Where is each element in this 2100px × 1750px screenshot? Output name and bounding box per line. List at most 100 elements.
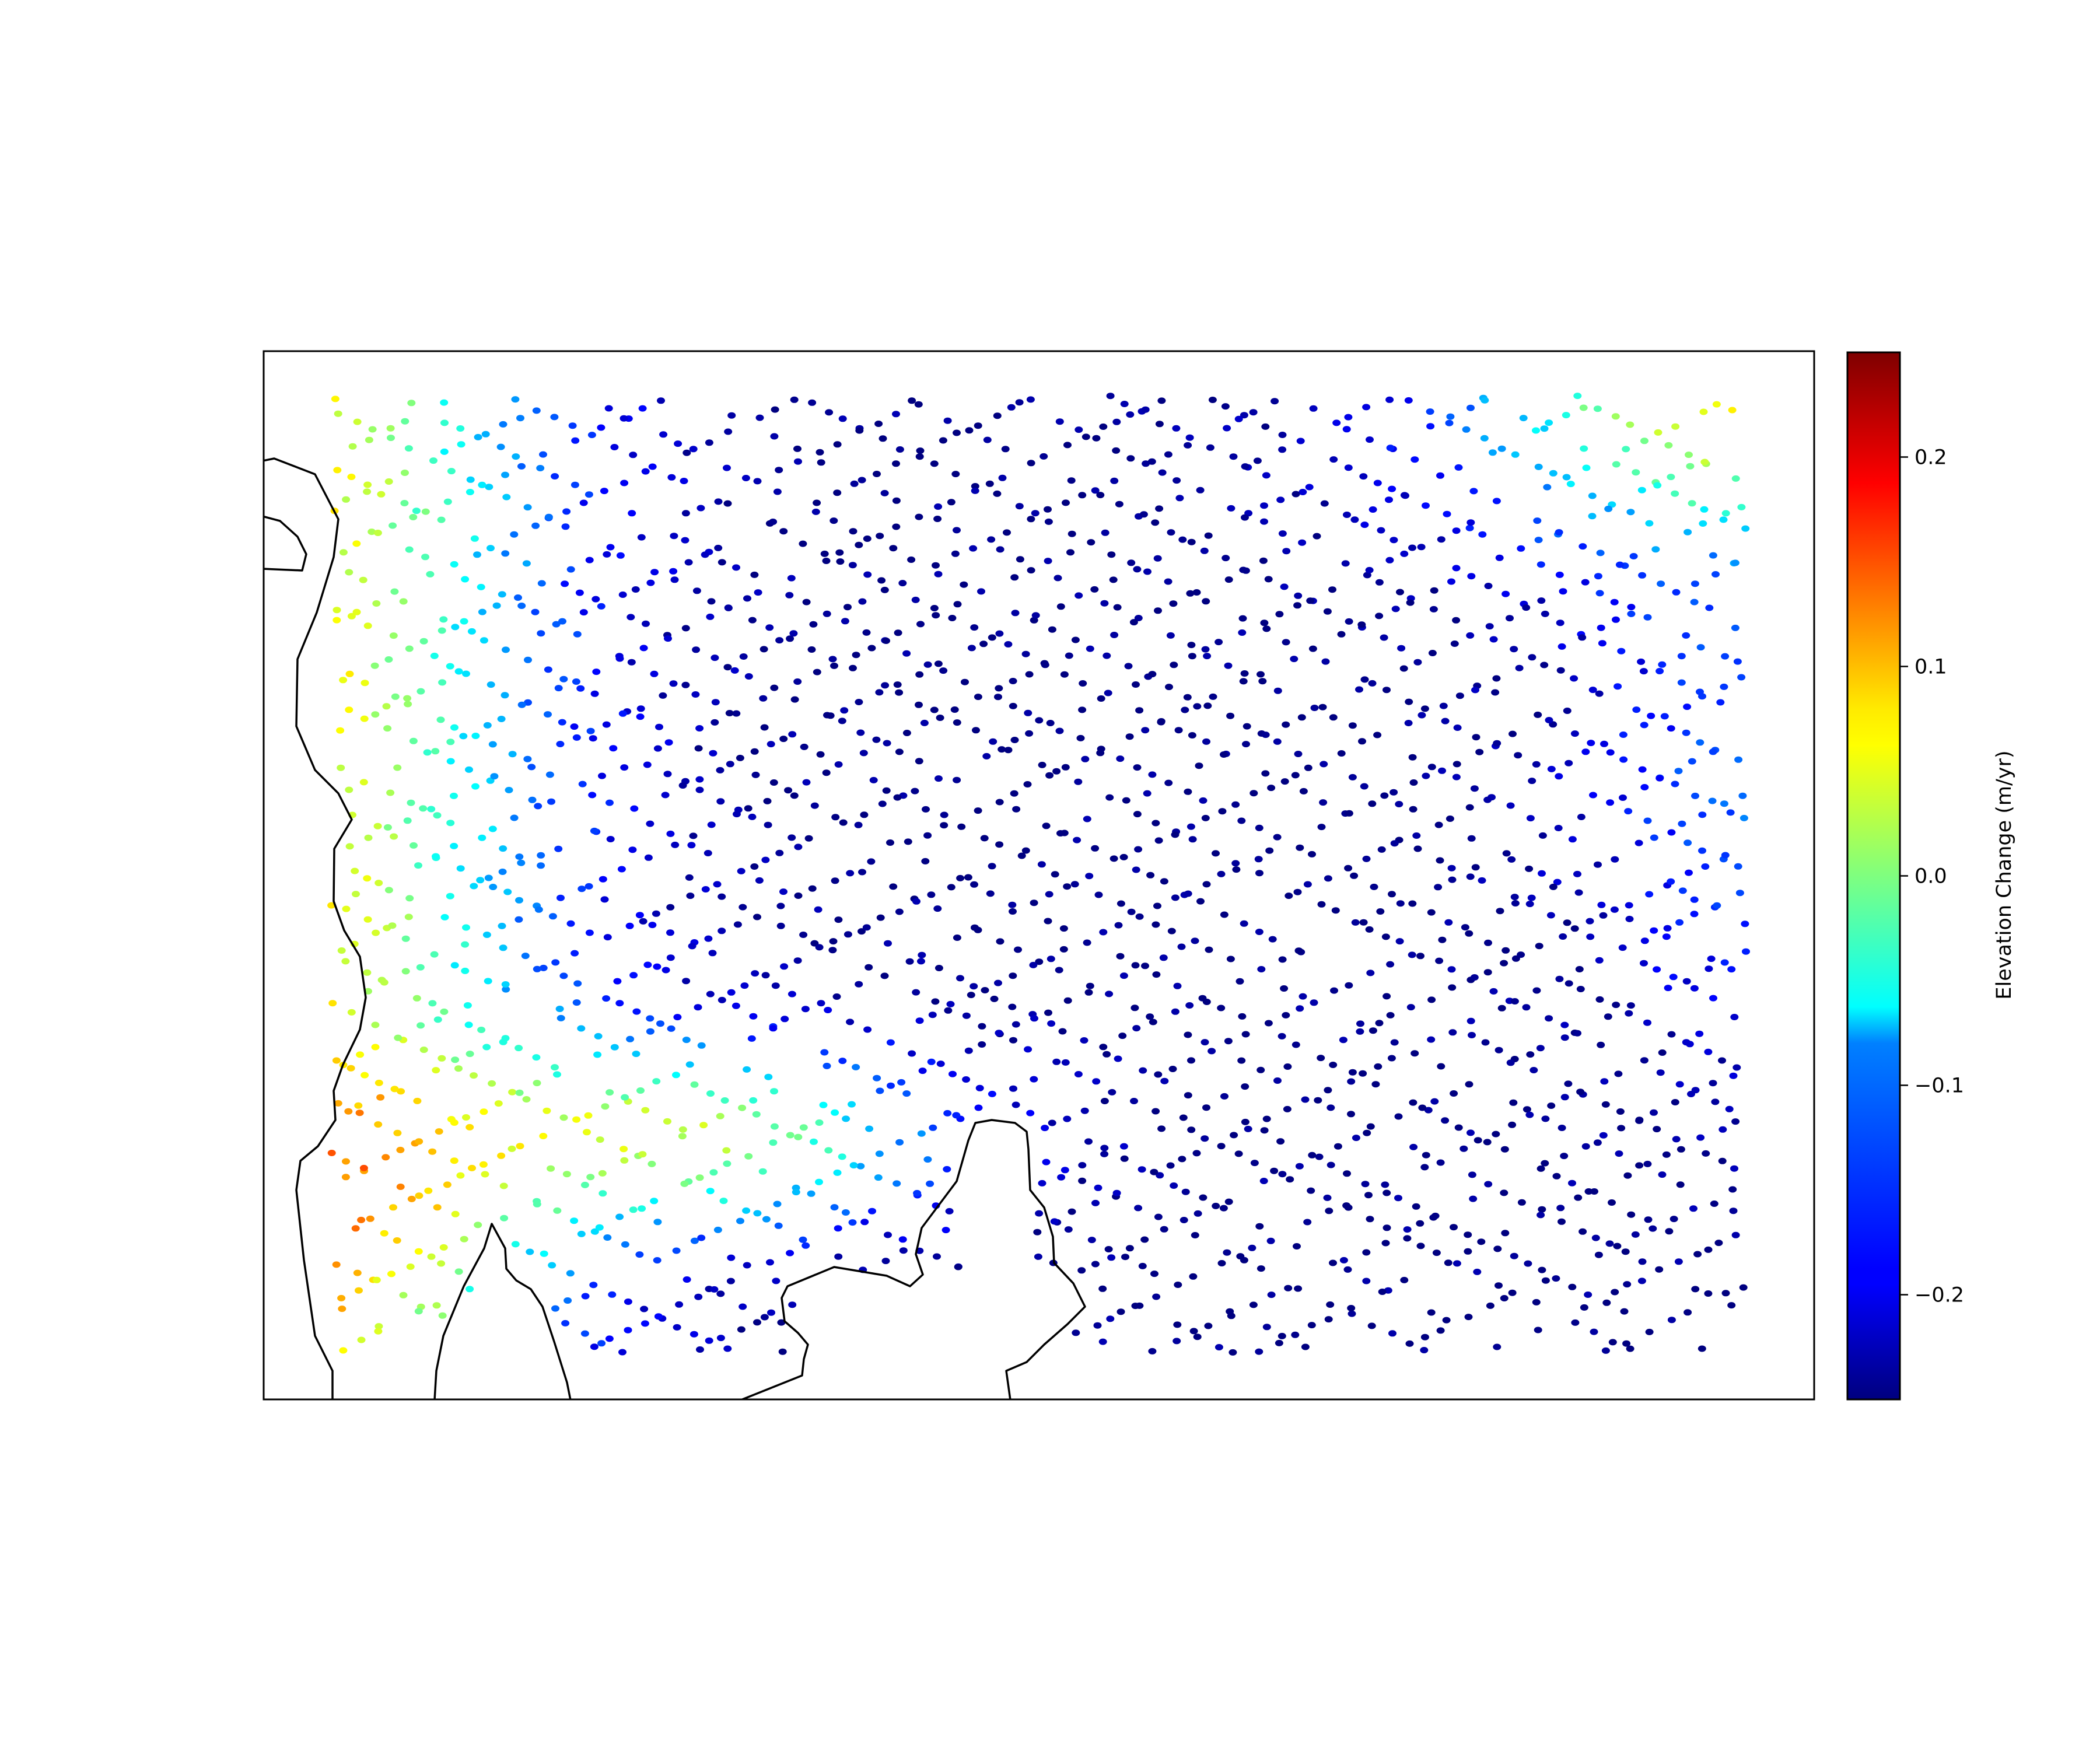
elevation-point: [1466, 404, 1475, 411]
elevation-point: [1608, 1199, 1616, 1206]
elevation-point: [602, 995, 611, 1002]
elevation-point: [1325, 1208, 1334, 1214]
elevation-point: [1035, 958, 1044, 965]
elevation-point: [1578, 1228, 1587, 1235]
elevation-point: [636, 713, 645, 720]
elevation-point: [436, 716, 445, 723]
elevation-point: [1560, 1021, 1569, 1028]
elevation-point: [620, 480, 629, 487]
elevation-point: [755, 877, 764, 884]
elevation-point: [646, 1028, 654, 1035]
elevation-point: [653, 1219, 662, 1226]
elevation-point: [1522, 1004, 1531, 1011]
elevation-point: [1696, 739, 1704, 746]
elevation-point: [382, 703, 391, 710]
elevation-point: [852, 652, 860, 659]
elevation-point: [1223, 425, 1231, 432]
elevation-point: [671, 841, 680, 848]
elevation-point: [1538, 832, 1547, 839]
elevation-point: [990, 995, 999, 1002]
elevation-point: [1282, 639, 1290, 646]
elevation-point: [733, 921, 742, 928]
elevation-point: [597, 1340, 606, 1347]
elevation-point: [760, 1314, 769, 1321]
elevation-point: [1422, 502, 1430, 509]
elevation-point: [532, 1054, 541, 1061]
elevation-point: [544, 711, 552, 718]
elevation-point: [784, 787, 793, 794]
elevation-point: [694, 1004, 702, 1011]
elevation-point: [1042, 1158, 1051, 1166]
elevation-point: [1691, 792, 1699, 799]
elevation-point: [1731, 1231, 1740, 1238]
elevation-point: [1023, 781, 1032, 788]
elevation-point: [655, 723, 663, 730]
elevation-point: [1527, 894, 1536, 901]
elevation-point: [1370, 883, 1378, 890]
elevation-point: [930, 460, 939, 467]
elevation-point: [993, 490, 1002, 497]
elevation-point: [1086, 982, 1094, 989]
elevation-point: [419, 638, 428, 645]
elevation-point: [1662, 1151, 1671, 1158]
elevation-point: [621, 1241, 629, 1248]
elevation-point: [674, 440, 682, 447]
elevation-point: [1110, 477, 1119, 484]
elevation-point: [1560, 1034, 1569, 1041]
elevation-point: [388, 522, 397, 529]
elevation-point: [1492, 675, 1501, 682]
elevation-point: [856, 1163, 865, 1170]
elevation-point: [744, 805, 752, 812]
elevation-point: [1092, 435, 1101, 442]
elevation-point: [1242, 723, 1251, 730]
elevation-point: [766, 741, 775, 748]
elevation-point: [1273, 738, 1282, 745]
elevation-point: [363, 622, 372, 629]
elevation-point: [1708, 797, 1717, 804]
elevation-point: [1386, 961, 1395, 968]
elevation-point: [727, 989, 736, 996]
elevation-point: [971, 483, 979, 489]
elevation-point: [1581, 1143, 1590, 1150]
elevation-point: [943, 1166, 951, 1172]
elevation-point: [659, 692, 667, 699]
elevation-point: [345, 569, 354, 576]
elevation-point: [432, 853, 440, 860]
elevation-point: [1250, 1160, 1259, 1167]
elevation-point: [1352, 1135, 1360, 1142]
elevation-point: [694, 1293, 703, 1300]
elevation-point: [953, 429, 961, 436]
elevation-point: [786, 1132, 794, 1139]
elevation-point: [480, 1108, 488, 1115]
elevation-point: [1315, 1153, 1324, 1160]
elevation-point: [834, 1253, 843, 1260]
elevation-point: [1134, 1205, 1143, 1212]
elevation-point: [624, 1298, 632, 1305]
elevation-point: [905, 958, 914, 965]
elevation-point: [1156, 1172, 1164, 1179]
elevation-point: [1382, 687, 1391, 694]
elevation-point: [629, 1206, 638, 1213]
elevation-point: [1105, 991, 1114, 998]
elevation-point: [692, 646, 701, 653]
elevation-point: [1080, 1107, 1089, 1114]
elevation-point: [876, 533, 884, 540]
peninsula-east: [740, 1119, 1086, 1399]
elevation-point: [1536, 561, 1545, 568]
elevation-point: [1193, 1334, 1202, 1340]
elevation-point: [1360, 522, 1369, 528]
elevation-point: [1116, 1308, 1125, 1315]
elevation-point: [570, 481, 579, 488]
elevation-point: [760, 646, 768, 653]
elevation-point: [394, 1034, 402, 1041]
elevation-point: [895, 908, 904, 915]
elevation-point: [515, 1089, 524, 1096]
elevation-point: [405, 645, 414, 652]
elevation-point: [886, 839, 894, 846]
elevation-point: [499, 845, 508, 852]
elevation-point: [1500, 1295, 1508, 1301]
elevation-point: [701, 886, 710, 892]
elevation-point: [841, 1209, 850, 1216]
elevation-point: [371, 1044, 380, 1051]
elevation-point: [1728, 407, 1737, 414]
